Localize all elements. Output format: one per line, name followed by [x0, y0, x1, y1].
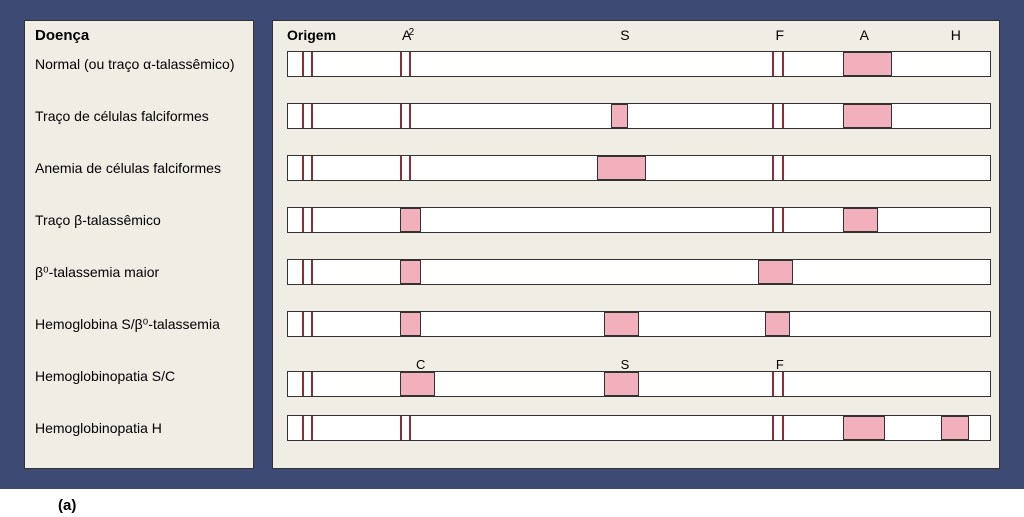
band: [311, 260, 313, 284]
band: [302, 156, 304, 180]
lane-row: [287, 253, 991, 305]
band: [400, 416, 402, 440]
disease-label: Hemoglobinopatia H: [35, 410, 243, 462]
band: [843, 416, 885, 440]
origin-label: Origem: [287, 27, 336, 43]
band: [843, 52, 892, 76]
disease-label: Traço β-talassêmico: [35, 202, 243, 254]
electrophoresis-lane: [287, 371, 991, 397]
disease-header: Doença: [35, 27, 243, 44]
band: [311, 416, 313, 440]
band: [400, 372, 435, 396]
lane-extra-label: F: [776, 357, 784, 372]
band: [302, 52, 304, 76]
disease-label: β⁰-talassemia maior: [35, 254, 243, 306]
lane-row: [287, 201, 991, 253]
lane-row: [287, 409, 991, 461]
band: [604, 312, 639, 336]
marker-label: A2: [402, 27, 411, 43]
lane-extra-label: S: [621, 357, 630, 372]
electrophoresis-lane: [287, 103, 991, 129]
lanes-container: CSF: [287, 45, 991, 461]
band: [409, 104, 411, 128]
lane-row: [287, 149, 991, 201]
band: [597, 156, 646, 180]
band: [400, 208, 421, 232]
band: [409, 416, 411, 440]
band: [302, 104, 304, 128]
band: [311, 312, 313, 336]
band: [782, 156, 784, 180]
disease-label: Anemia de células falciformes: [35, 150, 243, 202]
lane-row: [287, 305, 991, 357]
electrophoresis-lane: [287, 155, 991, 181]
band: [302, 260, 304, 284]
disease-label: Hemoglobinopatia S/C: [35, 358, 243, 410]
band: [311, 372, 313, 396]
marker-label: F: [776, 27, 785, 43]
band: [843, 208, 878, 232]
electrophoresis-column: Origem A2 S F A H C S F: [272, 20, 1000, 469]
band: [302, 372, 304, 396]
band: [782, 208, 784, 232]
lane-row: [287, 45, 991, 97]
band: [302, 416, 304, 440]
band: [782, 416, 784, 440]
band: [941, 416, 969, 440]
marker-label: S: [620, 27, 629, 43]
marker-label: H: [951, 27, 961, 43]
band: [302, 312, 304, 336]
band: [409, 156, 411, 180]
band: [782, 52, 784, 76]
band: [400, 104, 402, 128]
band: [843, 104, 892, 128]
band: [400, 260, 421, 284]
electrophoresis-lane: [287, 415, 991, 441]
band: [400, 156, 402, 180]
band: [302, 208, 304, 232]
band: [782, 104, 784, 128]
band: [772, 52, 774, 76]
band: [758, 260, 793, 284]
band: [772, 104, 774, 128]
band: [765, 312, 790, 336]
disease-column: Doença Normal (ou traço α-talassêmico)Tr…: [24, 20, 254, 469]
band: [311, 156, 313, 180]
diagram-frame: Doença Normal (ou traço α-talassêmico)Tr…: [0, 0, 1024, 489]
band: [400, 52, 402, 76]
electrophoresis-lane: [287, 51, 991, 77]
disease-label: Hemoglobina S/β⁰-talassemia: [35, 306, 243, 358]
band: [772, 208, 774, 232]
electrophoresis-lane: [287, 259, 991, 285]
lane-row: CSF: [287, 357, 991, 409]
lane-extra-labels: CSF: [287, 357, 991, 371]
electrophoresis-lane: [287, 207, 991, 233]
band: [400, 312, 421, 336]
disease-label: Traço de células falciformes: [35, 98, 243, 150]
band: [772, 416, 774, 440]
band: [409, 52, 411, 76]
band: [311, 208, 313, 232]
disease-label: Normal (ou traço α-talassêmico): [35, 46, 243, 98]
band: [772, 372, 774, 396]
band: [311, 104, 313, 128]
lane-extra-label: C: [416, 357, 425, 372]
band: [604, 372, 639, 396]
band: [611, 104, 629, 128]
figure-caption: (a): [0, 489, 1024, 514]
band: [782, 372, 784, 396]
marker-label: A: [860, 27, 869, 43]
band: [311, 52, 313, 76]
diagram-panel: Doença Normal (ou traço α-talassêmico)Tr…: [24, 20, 1000, 469]
lane-row: [287, 97, 991, 149]
electrophoresis-lane: [287, 311, 991, 337]
lane-header: Origem A2 S F A H: [287, 27, 991, 45]
band: [772, 156, 774, 180]
